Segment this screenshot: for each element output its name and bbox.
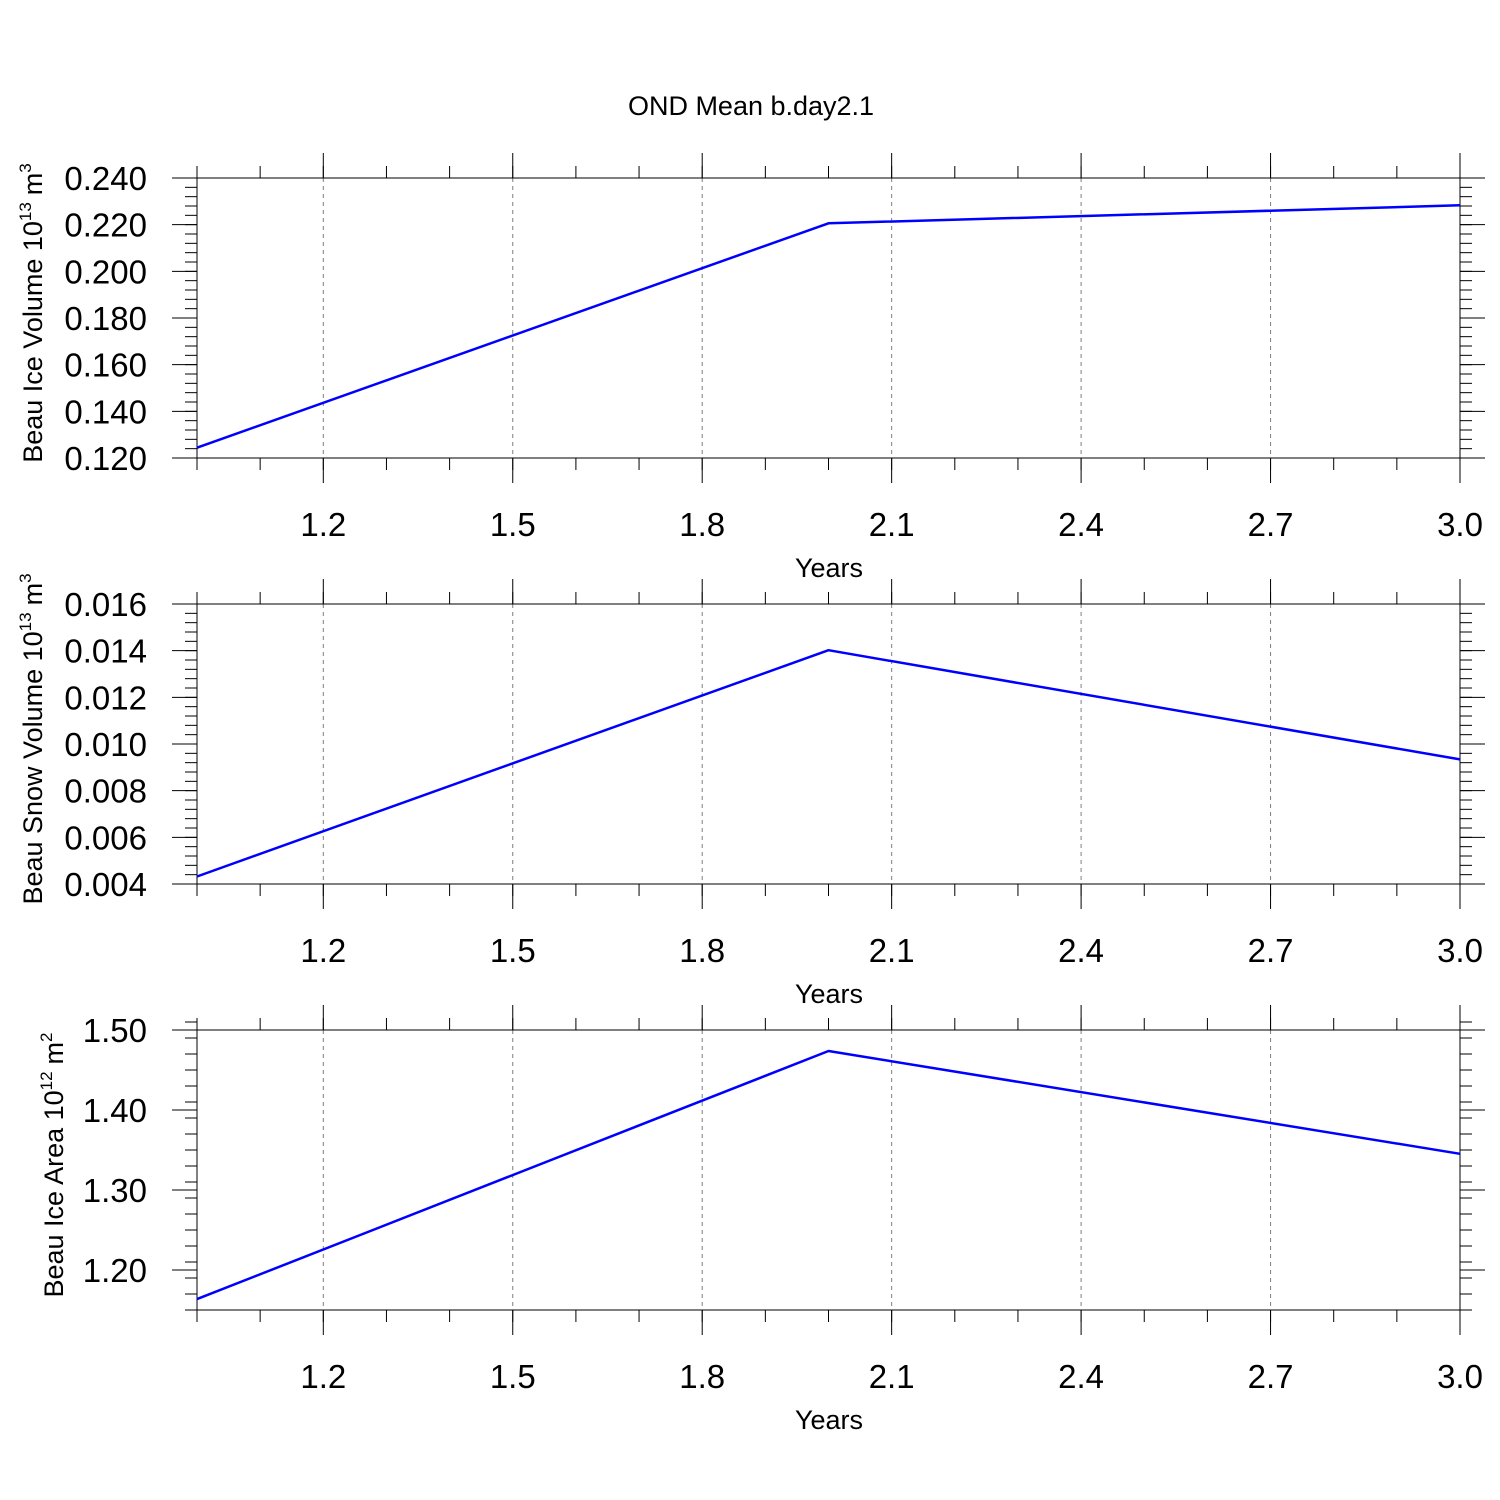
x-tick-label: 2.4	[1058, 506, 1104, 543]
y-axis-title-text: Beau Ice Volume 10	[18, 221, 48, 463]
x-tick-label: 1.8	[679, 1358, 725, 1395]
y-axis-title: Beau Ice Area 1012 m2	[37, 1032, 69, 1297]
plot-panel-ice-volume: 1.2 1.5 1.8 2.1 2.4 2.7 3.0 0.120 0.140 0.160 0.18…	[16, 153, 1485, 583]
x-axis-title: Years	[795, 1405, 863, 1435]
x-tick-label: 3.0	[1437, 506, 1483, 543]
y-tick-label: 0.014	[64, 633, 147, 670]
y-tick-label: 0.240	[64, 160, 147, 197]
y-tick-label: 0.200	[64, 253, 147, 290]
x-tick-label: 2.7	[1248, 1358, 1294, 1395]
x-tick-label: 1.8	[679, 506, 725, 543]
y-axis-title-unit-exponent: 3	[16, 163, 35, 172]
y-axis-title-unit: m	[18, 583, 48, 606]
y-tick-label: 0.220	[64, 207, 147, 244]
x-tick-label: 1.2	[300, 932, 346, 969]
x-tick-label: 2.7	[1248, 506, 1294, 543]
x-tick-label: 2.1	[869, 1358, 915, 1395]
y-tick-label: 0.006	[64, 819, 147, 856]
y-tick-label: 0.180	[64, 300, 147, 337]
series-line	[196, 204, 1461, 449]
x-axis-title: Years	[795, 553, 863, 583]
x-tick-label: 2.4	[1058, 1358, 1104, 1395]
y-axis-title-unit-exponent: 3	[16, 573, 35, 582]
x-tick-label: 1.5	[490, 506, 536, 543]
plot-panel-ice-area: 1.2 1.5 1.8 2.1 2.4 2.7 3.0 1.20 1.30 1.40 1.50 Yea…	[37, 1005, 1485, 1435]
y-axis-title-text: Beau Snow Volume 10	[18, 631, 48, 904]
series-line	[196, 1049, 1461, 1301]
y-tick-label: 0.010	[64, 726, 147, 763]
y-tick-label: 0.004	[64, 866, 147, 903]
y-tick-label: 0.008	[64, 773, 147, 810]
x-tick-label: 3.0	[1437, 1358, 1483, 1395]
y-axis-title-exponent: 12	[37, 1071, 56, 1090]
y-tick-label: 0.012	[64, 679, 147, 716]
y-tick-label: 0.016	[64, 586, 147, 623]
y-axis-title-exponent: 13	[16, 202, 35, 221]
x-tick-label: 1.2	[300, 506, 346, 543]
figure-title: OND Mean b.day2.1	[628, 91, 874, 121]
y-axis-title: Beau Snow Volume 1013 m3	[16, 573, 48, 904]
y-tick-label: 0.160	[64, 347, 147, 384]
x-tick-label: 2.1	[869, 932, 915, 969]
y-axis-title-unit: m	[18, 173, 48, 196]
y-tick-label: 0.140	[64, 393, 147, 430]
plot-panel-snow-volume: 1.2 1.5 1.8 2.1 2.4 2.7 3.0 0.004 0.006 0.008 0.01…	[16, 573, 1485, 1009]
x-tick-label: 2.7	[1248, 932, 1294, 969]
y-axis-title-unit-exponent: 2	[37, 1032, 56, 1041]
x-axis-title: Years	[795, 979, 863, 1009]
x-tick-label: 3.0	[1437, 932, 1483, 969]
x-tick-label: 2.4	[1058, 932, 1104, 969]
y-axis-title: Beau Ice Volume 1013 m3	[16, 163, 48, 463]
y-axis-title-unit: m	[39, 1042, 69, 1065]
series-line	[196, 648, 1461, 878]
x-tick-label: 1.2	[300, 1358, 346, 1395]
x-tick-label: 1.5	[490, 932, 536, 969]
y-tick-label: 1.20	[83, 1252, 147, 1289]
y-tick-label: 1.30	[83, 1172, 147, 1209]
y-tick-label: 1.40	[83, 1092, 147, 1129]
x-tick-label: 1.5	[490, 1358, 536, 1395]
y-axis-title-text: Beau Ice Area 10	[39, 1090, 69, 1297]
y-axis-title-exponent: 13	[16, 612, 35, 631]
x-tick-label: 1.8	[679, 932, 725, 969]
y-tick-label: 1.50	[83, 1012, 147, 1049]
x-tick-label: 2.1	[869, 506, 915, 543]
y-tick-label: 0.120	[64, 440, 147, 477]
